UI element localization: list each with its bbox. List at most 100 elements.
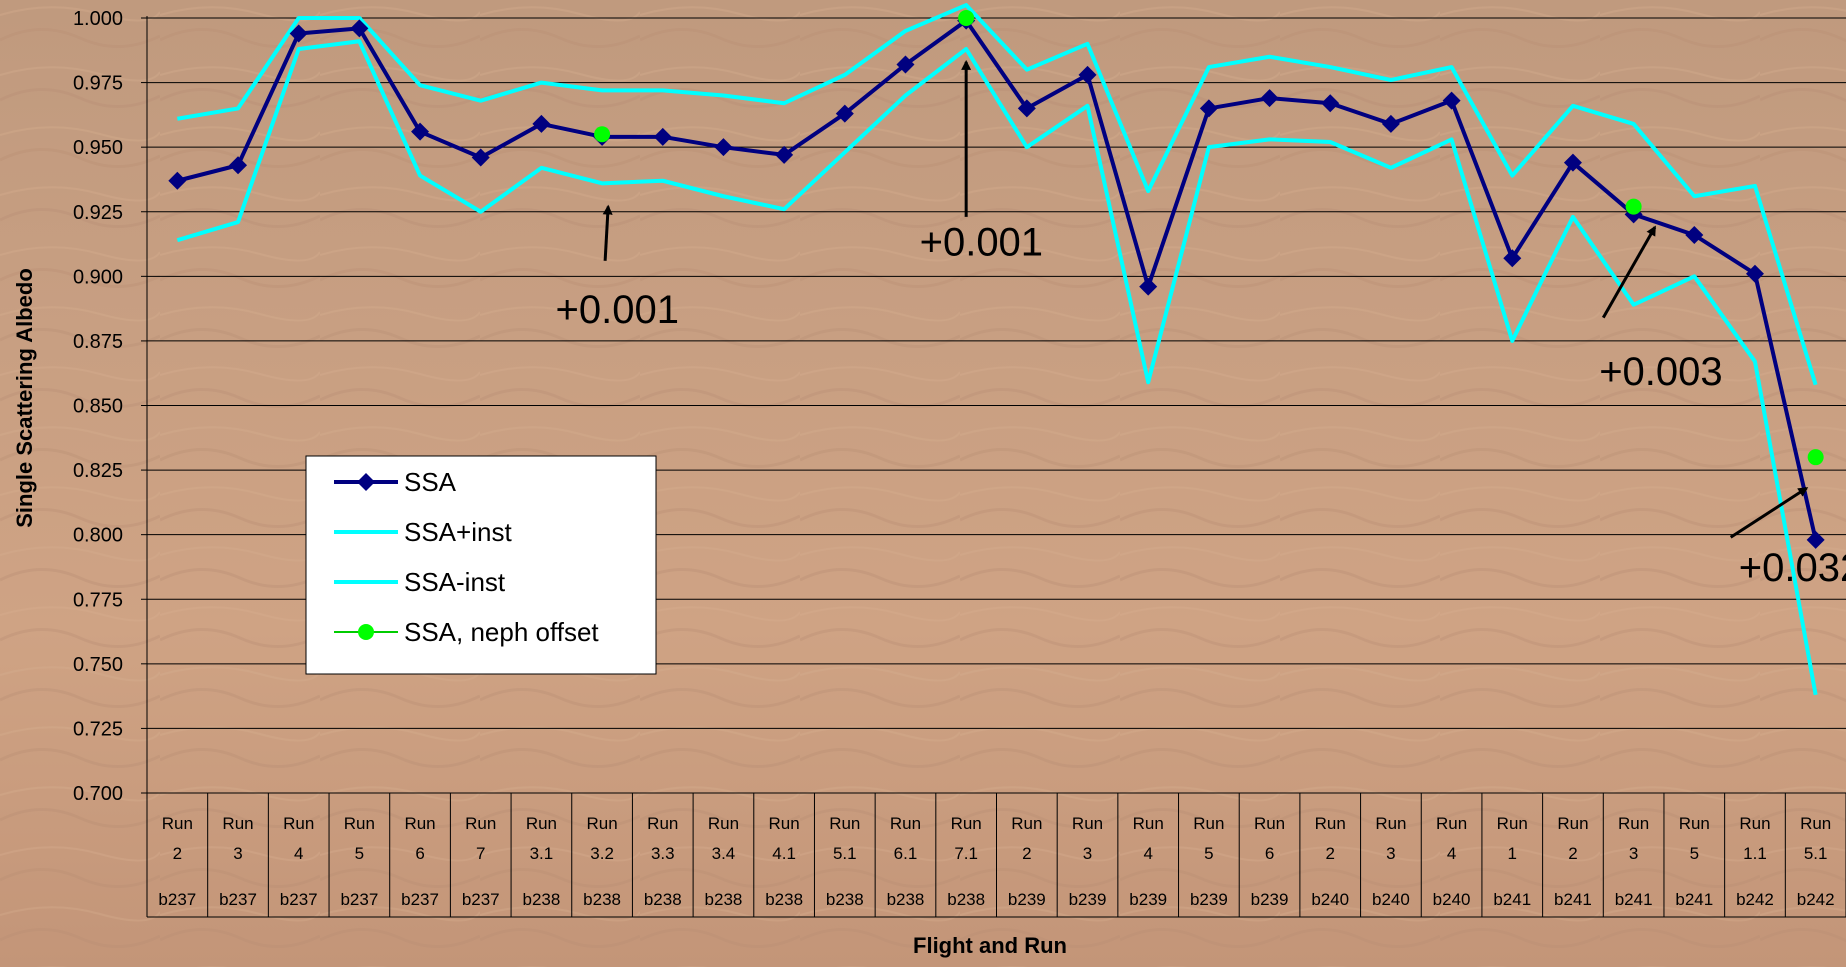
category-flight-label-20: b240 [1372, 890, 1410, 909]
category-flight-label-2: b237 [280, 890, 318, 909]
legend-entry-0: SSA [334, 467, 457, 497]
category-num-label-13: 7.1 [954, 844, 978, 863]
category-flight-label-8: b238 [644, 890, 682, 909]
neph-offset-point-3 [1807, 449, 1824, 466]
category-num-label-22: 1 [1508, 844, 1517, 863]
ssa-point-25 [1685, 226, 1704, 244]
category-num-label-7: 3.2 [590, 844, 614, 863]
ssa-point-17 [1199, 99, 1218, 118]
legend: SSA SSA+inst SSA-inst SSA, neph offset [305, 455, 657, 675]
category-num-label-8: 3.3 [651, 844, 675, 863]
category-num-label-24: 3 [1629, 844, 1638, 863]
category-flight-label-23: b241 [1554, 890, 1592, 909]
category-num-label-1: 3 [233, 844, 242, 863]
ssa-point-23 [1563, 153, 1582, 172]
category-run-label-2: Run [283, 814, 314, 833]
series-3 [594, 10, 1824, 466]
x-axis-title: Flight and Run [913, 933, 1067, 958]
ssa-point-6 [532, 114, 551, 133]
category-flight-label-17: b239 [1190, 890, 1228, 909]
category-flight-label-14: b239 [1008, 890, 1046, 909]
category-num-label-4: 6 [415, 844, 424, 863]
annotation-2: +0.003 [1599, 225, 1723, 394]
ssa-point-14 [1017, 99, 1036, 118]
series-0 [168, 11, 1825, 549]
ssa-point-19 [1321, 94, 1340, 113]
category-run-label-21: Run [1436, 814, 1467, 833]
series-line-2 [176, 39, 1818, 696]
ssa-point-16 [1139, 277, 1158, 296]
category-run-label-25: Run [1679, 814, 1710, 833]
category-run-label-6: Run [526, 814, 557, 833]
category-num-label-16: 4 [1143, 844, 1152, 863]
category-run-label-0: Run [162, 814, 193, 833]
category-run-label-9: Run [708, 814, 739, 833]
category-run-label-8: Run [647, 814, 678, 833]
legend-entry-2: SSA-inst [334, 567, 506, 597]
legend-label-0: SSA [404, 467, 457, 497]
ssa-point-8 [653, 127, 672, 146]
legend-label-3: SSA, neph offset [404, 617, 599, 647]
y-tick-label-2: 0.750 [73, 654, 123, 676]
legend-label-1: SSA+inst [404, 517, 512, 547]
category-run-label-13: Run [951, 814, 982, 833]
category-run-label-14: Run [1011, 814, 1042, 833]
y-tick-label-11: 0.975 [73, 73, 123, 95]
legend-swatch-marker-3 [358, 624, 374, 640]
category-flight-label-6: b238 [522, 890, 560, 909]
category-num-label-5: 7 [476, 844, 485, 863]
category-num-label-26: 1.1 [1743, 844, 1767, 863]
category-num-label-17: 5 [1204, 844, 1213, 863]
category-run-label-10: Run [769, 814, 800, 833]
ssa-point-27 [1806, 530, 1825, 549]
category-run-label-18: Run [1254, 814, 1285, 833]
neph-offset-point-2 [1625, 198, 1642, 215]
series-line-0 [176, 18, 1818, 541]
category-table: Run 2 b237 Run 3 b237 Run 4 b237 Run 5 b237 Run 6 b237… [146, 793, 1846, 918]
category-run-label-19: Run [1315, 814, 1346, 833]
category-num-label-27: 5.1 [1804, 844, 1828, 863]
y-tick-label-4: 0.800 [73, 525, 123, 547]
category-run-label-4: Run [404, 814, 435, 833]
y-tick-label-0: 0.700 [73, 783, 123, 805]
ssa-point-22 [1503, 249, 1522, 268]
series-group [168, 3, 1825, 696]
ssa-point-15 [1078, 65, 1097, 84]
ssa-point-9 [714, 138, 733, 157]
annotation-0: +0.001 [556, 204, 679, 332]
series-2 [176, 39, 1818, 696]
category-num-label-20: 3 [1386, 844, 1395, 863]
legend-entry-1: SSA+inst [334, 517, 512, 547]
category-num-label-15: 3 [1083, 844, 1092, 863]
category-flight-label-3: b237 [340, 890, 378, 909]
category-run-label-16: Run [1133, 814, 1164, 833]
category-run-label-11: Run [829, 814, 860, 833]
neph-offset-point-0 [594, 126, 611, 143]
category-flight-label-18: b239 [1251, 890, 1289, 909]
category-flight-label-10: b238 [765, 890, 803, 909]
category-run-label-15: Run [1072, 814, 1103, 833]
annotation-arrow-2 [1601, 225, 1657, 319]
category-flight-label-16: b239 [1129, 890, 1167, 909]
category-num-label-21: 4 [1447, 844, 1456, 863]
ssa-point-4 [411, 122, 430, 141]
annotation-arrow-3 [1729, 486, 1809, 539]
ssa-point-26 [1745, 264, 1764, 283]
category-flight-label-4: b237 [401, 890, 439, 909]
category-flight-label-0: b237 [158, 890, 196, 909]
y-tick-label-8: 0.900 [73, 266, 123, 288]
ssa-point-21 [1442, 91, 1461, 110]
category-run-label-20: Run [1375, 814, 1406, 833]
y-tick-label-9: 0.925 [73, 202, 123, 224]
category-run-label-1: Run [222, 814, 253, 833]
y-tick-label-6: 0.850 [73, 396, 123, 418]
category-flight-label-11: b238 [826, 890, 864, 909]
legend-entry-3: SSA, neph offset [334, 617, 599, 647]
annotations: +0.001 +0.001 +0.003 +0.032 [556, 59, 1846, 590]
category-run-label-3: Run [344, 814, 375, 833]
category-flight-label-15: b239 [1069, 890, 1107, 909]
category-flight-label-19: b240 [1311, 890, 1349, 909]
annotation-text-3: +0.032 [1739, 546, 1846, 590]
